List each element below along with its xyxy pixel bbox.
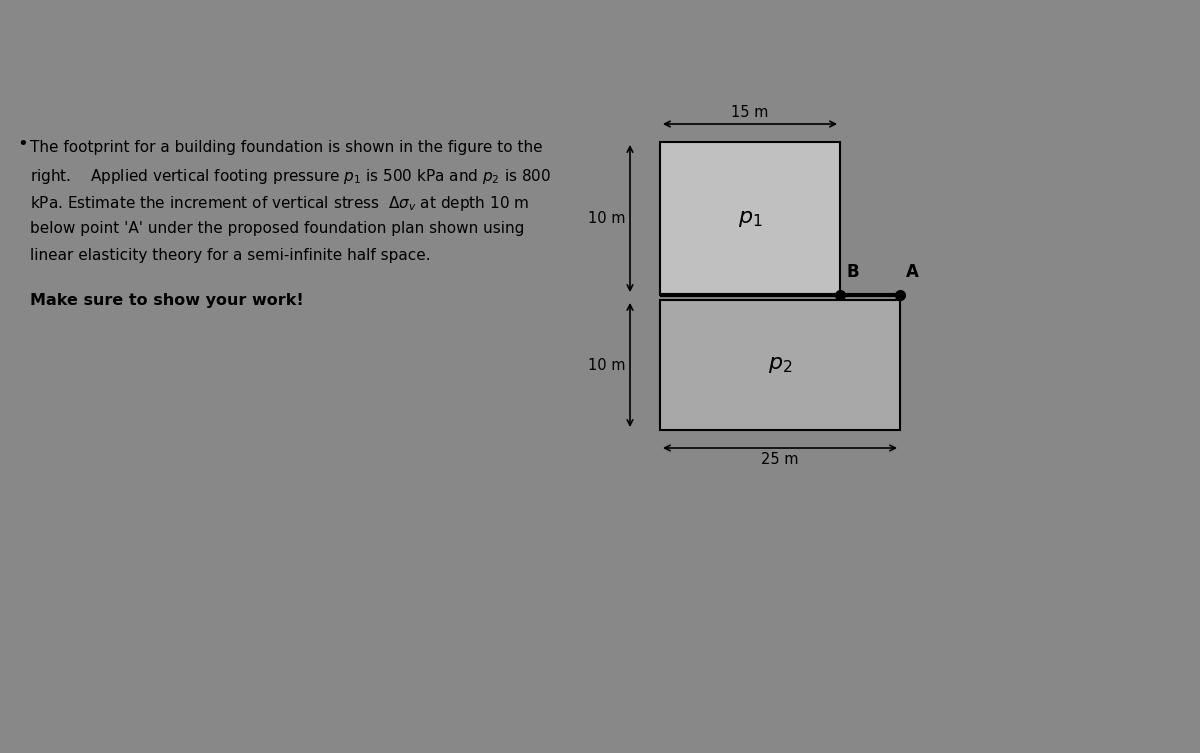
Text: right.    Applied vertical footing pressure $p_1$ is 500 kPa and $p_2$ is 800: right. Applied vertical footing pressure… — [30, 167, 551, 186]
Text: linear elasticity theory for a semi-infinite half space.: linear elasticity theory for a semi-infi… — [30, 248, 431, 263]
Text: 10 m: 10 m — [588, 358, 626, 373]
Text: B: B — [846, 263, 859, 281]
Bar — [660, 142, 840, 295]
Text: A: A — [906, 263, 919, 281]
Text: •: • — [17, 135, 28, 153]
Text: 15 m: 15 m — [731, 105, 769, 120]
Text: $p_1$: $p_1$ — [738, 209, 762, 228]
Text: 10 m: 10 m — [588, 211, 626, 226]
Text: The footprint for a building foundation is shown in the figure to the: The footprint for a building foundation … — [30, 140, 542, 155]
Text: Make sure to show your work!: Make sure to show your work! — [30, 293, 304, 308]
Text: $p_2$: $p_2$ — [768, 355, 792, 375]
Bar — [660, 300, 900, 430]
Text: 25 m: 25 m — [761, 452, 799, 467]
Text: below point 'A' under the proposed foundation plan shown using: below point 'A' under the proposed found… — [30, 221, 524, 236]
Text: kPa. Estimate the increment of vertical stress  $\Delta\sigma_v$ at depth 10 m: kPa. Estimate the increment of vertical … — [30, 194, 529, 213]
